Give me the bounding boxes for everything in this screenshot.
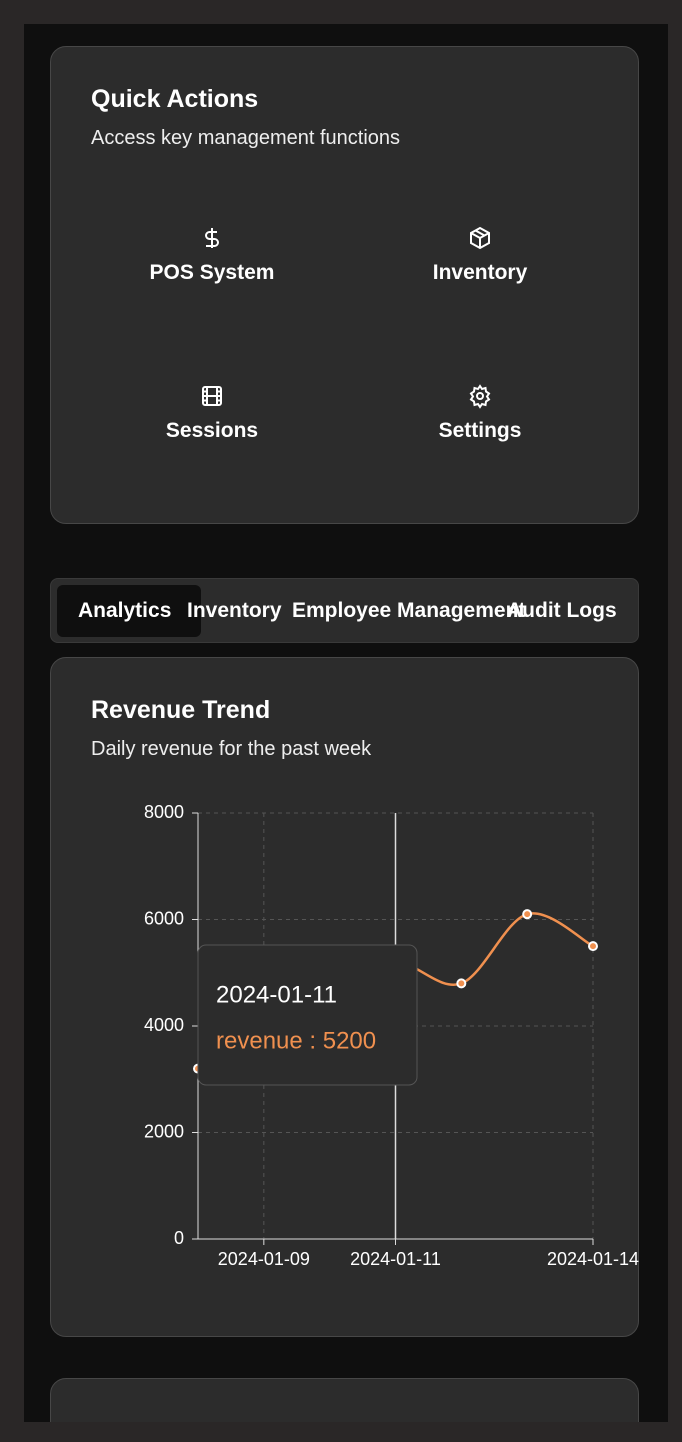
next-card bbox=[50, 1378, 639, 1422]
action-button[interactable]: POS System bbox=[112, 225, 312, 285]
card-title: Quick Actions bbox=[91, 85, 259, 113]
icon bbox=[469, 384, 491, 409]
chart-subtitle: Daily revenue for the past week bbox=[91, 738, 372, 760]
tooltip bbox=[197, 944, 418, 1086]
x-tick-label: 2024-01-14 bbox=[547, 1249, 639, 1269]
point bbox=[456, 978, 467, 989]
action-label: Inventory bbox=[432, 261, 528, 284]
tab[interactable]: Analytics bbox=[78, 599, 172, 622]
x-tick-label: 2024-01-11 bbox=[350, 1249, 441, 1269]
content-column: Quick Actions Access key management func… bbox=[24, 24, 668, 1422]
tab[interactable]: Employee Management bbox=[292, 599, 526, 622]
y-tick-label: 8000 bbox=[144, 802, 184, 822]
x-tick-label: 2024-01-09 bbox=[218, 1249, 310, 1269]
chart-title: Revenue Trend bbox=[91, 696, 271, 724]
action-label: POS System bbox=[149, 261, 275, 284]
icon bbox=[470, 226, 490, 250]
point bbox=[588, 941, 598, 952]
y-tick-label: 2000 bbox=[144, 1121, 184, 1141]
tooltip-value: revenue : 5200 bbox=[216, 1027, 376, 1054]
action-label: Settings bbox=[438, 419, 522, 442]
tab-bar: Analytics Inventory Employee Management … bbox=[50, 578, 639, 643]
action-button[interactable]: Inventory bbox=[380, 225, 580, 285]
icon bbox=[205, 228, 219, 248]
y-tick-label: 0 bbox=[174, 1228, 184, 1248]
action-button[interactable]: Sessions bbox=[112, 383, 312, 443]
card-subtitle: Access key management functions bbox=[91, 127, 401, 149]
active-tab-bg bbox=[57, 585, 201, 637]
tab[interactable]: Inventory bbox=[187, 599, 282, 622]
action-label: Sessions bbox=[165, 419, 259, 442]
y-tick-label: 6000 bbox=[144, 908, 184, 928]
quick-actions-card: Quick Actions Access key management func… bbox=[50, 46, 639, 524]
y-tick-label: 4000 bbox=[144, 1015, 184, 1035]
icon bbox=[202, 386, 222, 406]
point bbox=[522, 909, 533, 920]
tooltip-title: 2024-01-11 bbox=[216, 981, 337, 1008]
tab[interactable]: Audit Logs bbox=[507, 599, 617, 622]
action-button[interactable]: Settings bbox=[380, 383, 580, 443]
